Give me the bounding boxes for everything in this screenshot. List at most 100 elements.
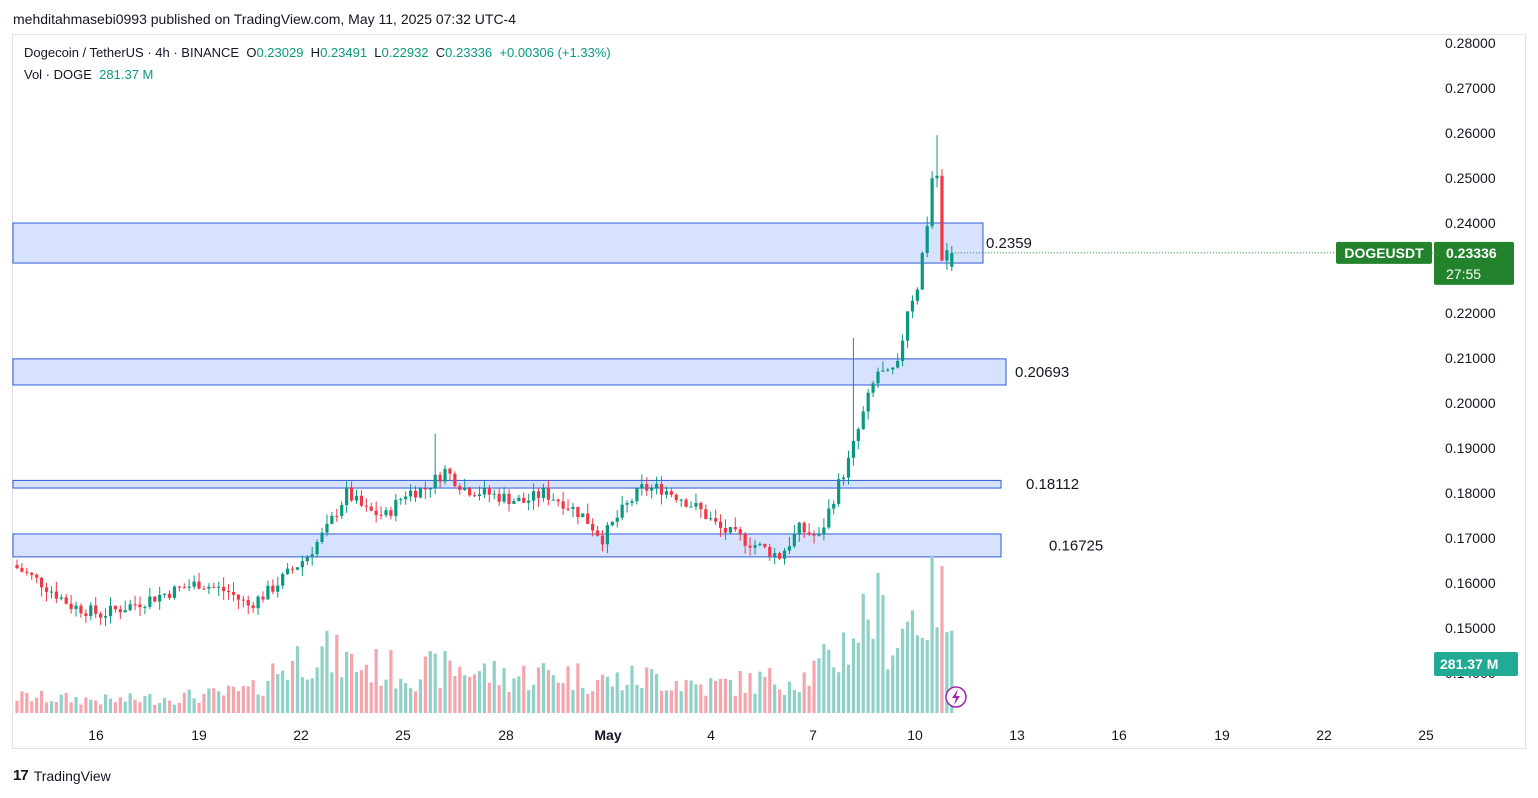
candle-body <box>482 487 486 495</box>
candle-body <box>846 457 851 478</box>
candle-body <box>25 571 29 573</box>
x-tick-label: 16 <box>88 727 104 743</box>
candle-body <box>802 522 806 533</box>
x-tick-label: 13 <box>1009 727 1025 743</box>
volume-bar <box>930 555 934 713</box>
volume-bar <box>231 686 236 713</box>
candle-body <box>59 597 63 599</box>
candle-body <box>290 568 295 570</box>
candle-body <box>399 499 403 501</box>
candle-body <box>664 491 669 495</box>
candle-body <box>886 369 890 371</box>
candle-body <box>763 543 767 547</box>
volume-bar <box>413 691 418 713</box>
volume-bar <box>315 667 319 713</box>
candle-body <box>286 568 290 575</box>
volume-tag-value: 281.37 M <box>1440 656 1498 672</box>
volume-bar <box>472 674 477 713</box>
volume-bar <box>645 667 649 713</box>
x-tick-label: 19 <box>1214 727 1230 743</box>
volume-bar <box>748 673 752 713</box>
volume-bar <box>49 701 54 713</box>
volume-bar <box>640 687 644 713</box>
volume-bar <box>404 682 408 713</box>
volume-bar <box>507 691 511 713</box>
x-tick-label: May <box>594 727 621 743</box>
candle-body <box>64 597 68 604</box>
volume-bar <box>915 635 919 713</box>
volume-bar <box>556 682 560 713</box>
volume-bar <box>207 688 211 713</box>
candle-body <box>330 515 334 524</box>
candle-body <box>812 534 816 536</box>
volume-bar <box>79 704 83 713</box>
candle-body <box>453 473 457 487</box>
zone-label-1: 0.20693 <box>1015 364 1069 381</box>
volume-bar <box>571 689 575 713</box>
volume-bar <box>251 680 255 713</box>
candle-body <box>256 596 260 609</box>
y-tick-label: 0.15000 <box>1445 620 1496 636</box>
candle-body <box>541 488 546 498</box>
volume-bar <box>861 593 865 713</box>
candle-body <box>920 252 924 290</box>
candle-body <box>832 503 836 509</box>
candle-body <box>236 594 240 600</box>
candle-body <box>143 606 147 608</box>
candle-body <box>99 613 103 618</box>
candle-body <box>817 534 821 536</box>
volume-bar <box>497 685 501 713</box>
volume-bar <box>546 670 550 713</box>
volume-bar <box>896 648 900 713</box>
volume-bar <box>635 684 639 713</box>
volume-bar <box>773 684 777 713</box>
candle-body <box>335 515 339 517</box>
candle-body <box>40 577 44 588</box>
volume-bar <box>217 691 221 713</box>
volume-bar <box>778 689 782 713</box>
volume-bar <box>394 688 398 713</box>
symbol-tag-text: DOGEUSDT <box>1344 245 1424 261</box>
x-tick-label: 22 <box>1316 727 1332 743</box>
volume-bar <box>448 660 452 713</box>
candle-body <box>778 553 782 559</box>
volume-bar <box>733 695 737 713</box>
candle-body <box>384 510 388 516</box>
volume-bar <box>674 681 678 713</box>
candle-body <box>896 360 900 368</box>
candle-body <box>118 609 122 613</box>
volume-bar <box>423 656 427 713</box>
candle-body <box>133 604 137 606</box>
volume-bar <box>576 663 580 713</box>
volume-bar <box>566 666 570 713</box>
volume-bar <box>827 649 831 713</box>
volume-bar <box>138 702 142 713</box>
volume-bar <box>99 704 103 713</box>
volume-bar <box>123 701 127 713</box>
volume-bar <box>384 679 388 713</box>
support-zone-2 <box>12 479 1002 489</box>
volume-bar <box>846 664 851 713</box>
price-tag-value: 0.23336 <box>1446 245 1497 261</box>
zone-label-3: 0.16725 <box>1049 537 1103 554</box>
candle-body <box>172 586 177 598</box>
candle-body <box>148 596 152 607</box>
candle-body <box>689 506 693 508</box>
low-label: L <box>374 45 382 60</box>
volume-bar <box>664 690 669 713</box>
volume-bar <box>763 677 767 713</box>
y-tick-label: 0.22000 <box>1445 305 1496 321</box>
volume-bar <box>369 682 373 713</box>
volume-bar <box>59 694 63 713</box>
candle-body <box>891 367 895 370</box>
candle-body <box>536 491 541 498</box>
volume-bar <box>856 642 860 713</box>
candle-body <box>281 574 285 586</box>
candle-body <box>340 505 344 516</box>
candle-body <box>723 527 728 533</box>
volume-bar <box>103 694 108 713</box>
volume-bar <box>802 672 806 713</box>
volume-bar <box>167 700 172 713</box>
footer-brand[interactable]: 17 TradingView <box>13 767 111 784</box>
